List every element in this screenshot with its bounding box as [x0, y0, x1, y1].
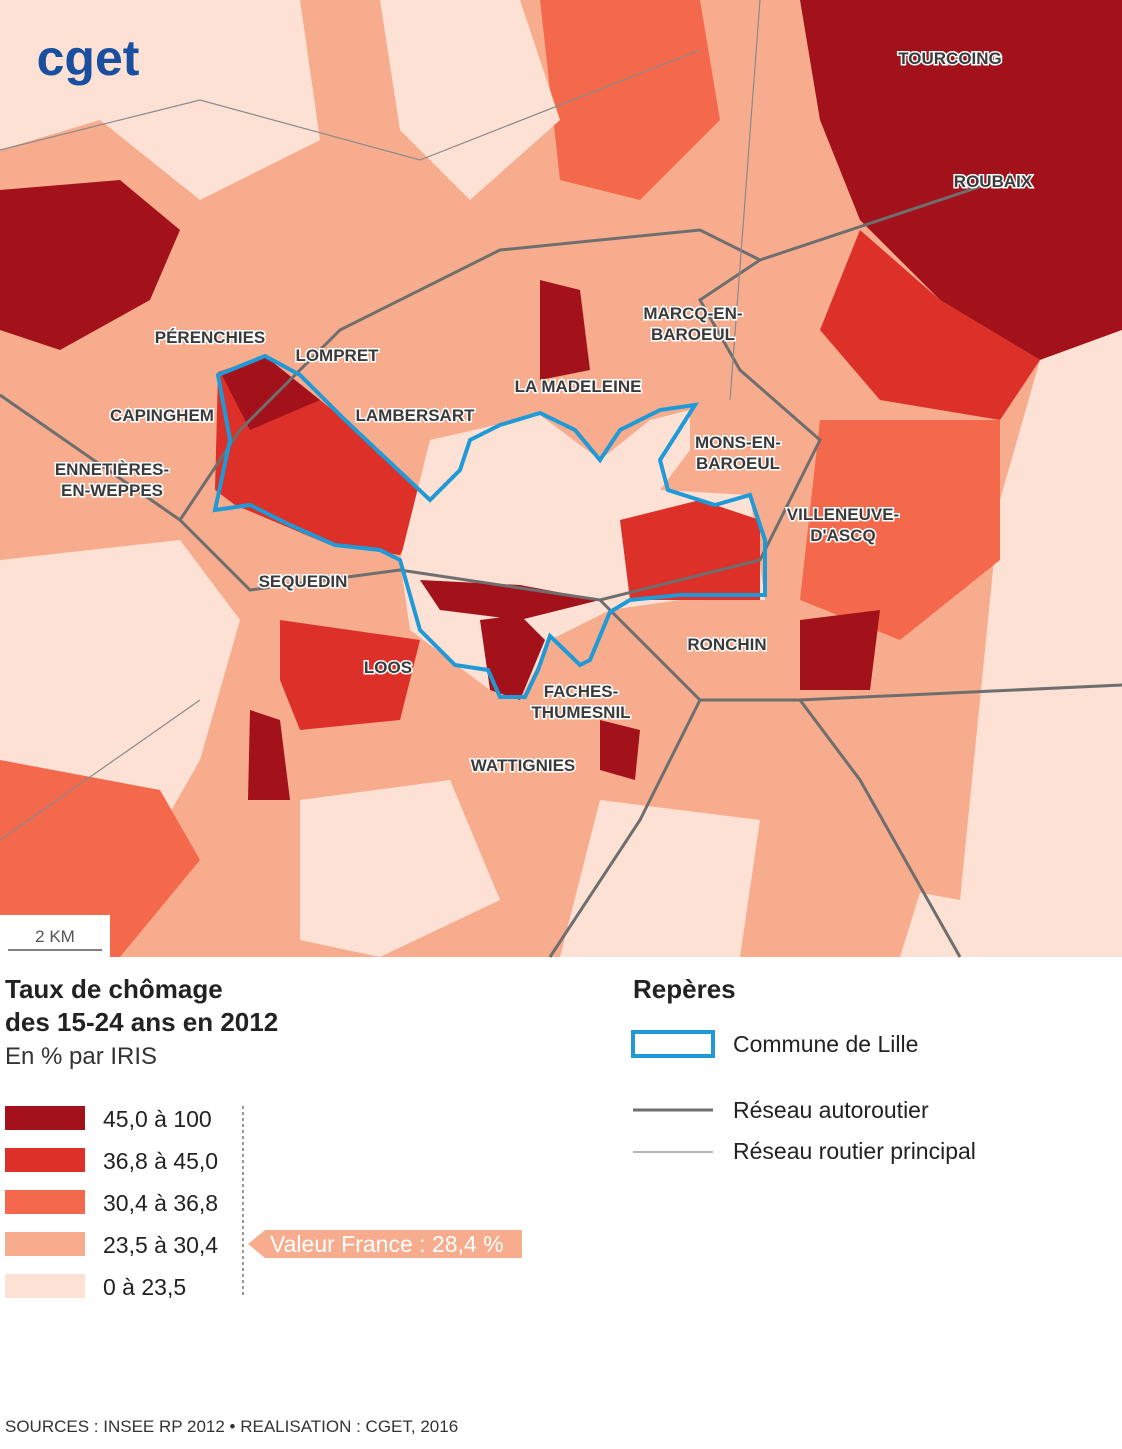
- place-label: MONS-EN-: [695, 433, 781, 452]
- place-labels: TOURCOING ROUBAIX PÉRENCHIES LOMPRET MARCQ-E…: [53, 48, 1034, 777]
- legend-swatch: [5, 1232, 85, 1256]
- legend-title: Taux de chômage: [5, 974, 223, 1004]
- place-label: WATTIGNIES: [471, 756, 576, 775]
- legend: Taux de chômage des 15-24 ans en 2012 En…: [5, 974, 976, 1436]
- place-label: PÉRENCHIES: [155, 328, 266, 347]
- legend-title: des 15-24 ans en 2012: [5, 1007, 278, 1037]
- legend-label: 30,4 à 36,8: [103, 1190, 218, 1216]
- legend-label: 36,8 à 45,0: [103, 1148, 218, 1174]
- legend-swatch: [5, 1190, 85, 1214]
- place-label: BAROEUL: [696, 454, 780, 473]
- place-label: TOURCOING: [898, 49, 1002, 68]
- place-label: LA MADELEINE: [515, 377, 642, 396]
- place-label: LOMPRET: [295, 346, 379, 365]
- place-label: EN-WEPPES: [61, 481, 163, 500]
- place-label: BAROEUL: [651, 325, 735, 344]
- landmark-label: Réseau routier principal: [733, 1138, 976, 1164]
- place-label: VILLENEUVE-: [787, 505, 899, 524]
- legend-swatch: [5, 1274, 85, 1298]
- place-label: FACHES-: [544, 682, 619, 701]
- legend-label: 45,0 à 100: [103, 1106, 212, 1132]
- place-label: RONCHIN: [687, 635, 766, 654]
- reference-value: Valeur France : 28,4 %: [270, 1231, 504, 1257]
- map: 2 KM cget: [0, 0, 1122, 958]
- sources: SOURCES : INSEE RP 2012 • REALISATION : …: [5, 1417, 458, 1436]
- logo: cget: [37, 30, 140, 86]
- place-label: ENNETIÈRES-: [55, 460, 169, 479]
- scale-label: 2 KM: [35, 927, 75, 946]
- legend-subtitle: En % par IRIS: [5, 1043, 157, 1070]
- landmark-label: Réseau autoroutier: [733, 1097, 929, 1123]
- legend-label: 0 à 23,5: [103, 1274, 186, 1300]
- place-label: CAPINGHEM: [110, 406, 214, 425]
- landmarks-title: Repères: [633, 974, 736, 1004]
- legend-swatch: [5, 1148, 85, 1172]
- legend-swatch: [5, 1106, 85, 1130]
- place-label: LOOS: [364, 658, 412, 677]
- landmark-label: Commune de Lille: [733, 1031, 918, 1057]
- place-label: SEQUEDIN: [259, 572, 348, 591]
- place-label: MARCQ-EN-: [643, 304, 742, 323]
- place-label: THUMESNIL: [531, 703, 630, 722]
- place-label: D'ASCQ: [810, 526, 875, 545]
- legend-label: 23,5 à 30,4: [103, 1232, 218, 1258]
- place-label: LAMBERSART: [356, 406, 476, 425]
- place-label: ROUBAIX: [954, 172, 1033, 191]
